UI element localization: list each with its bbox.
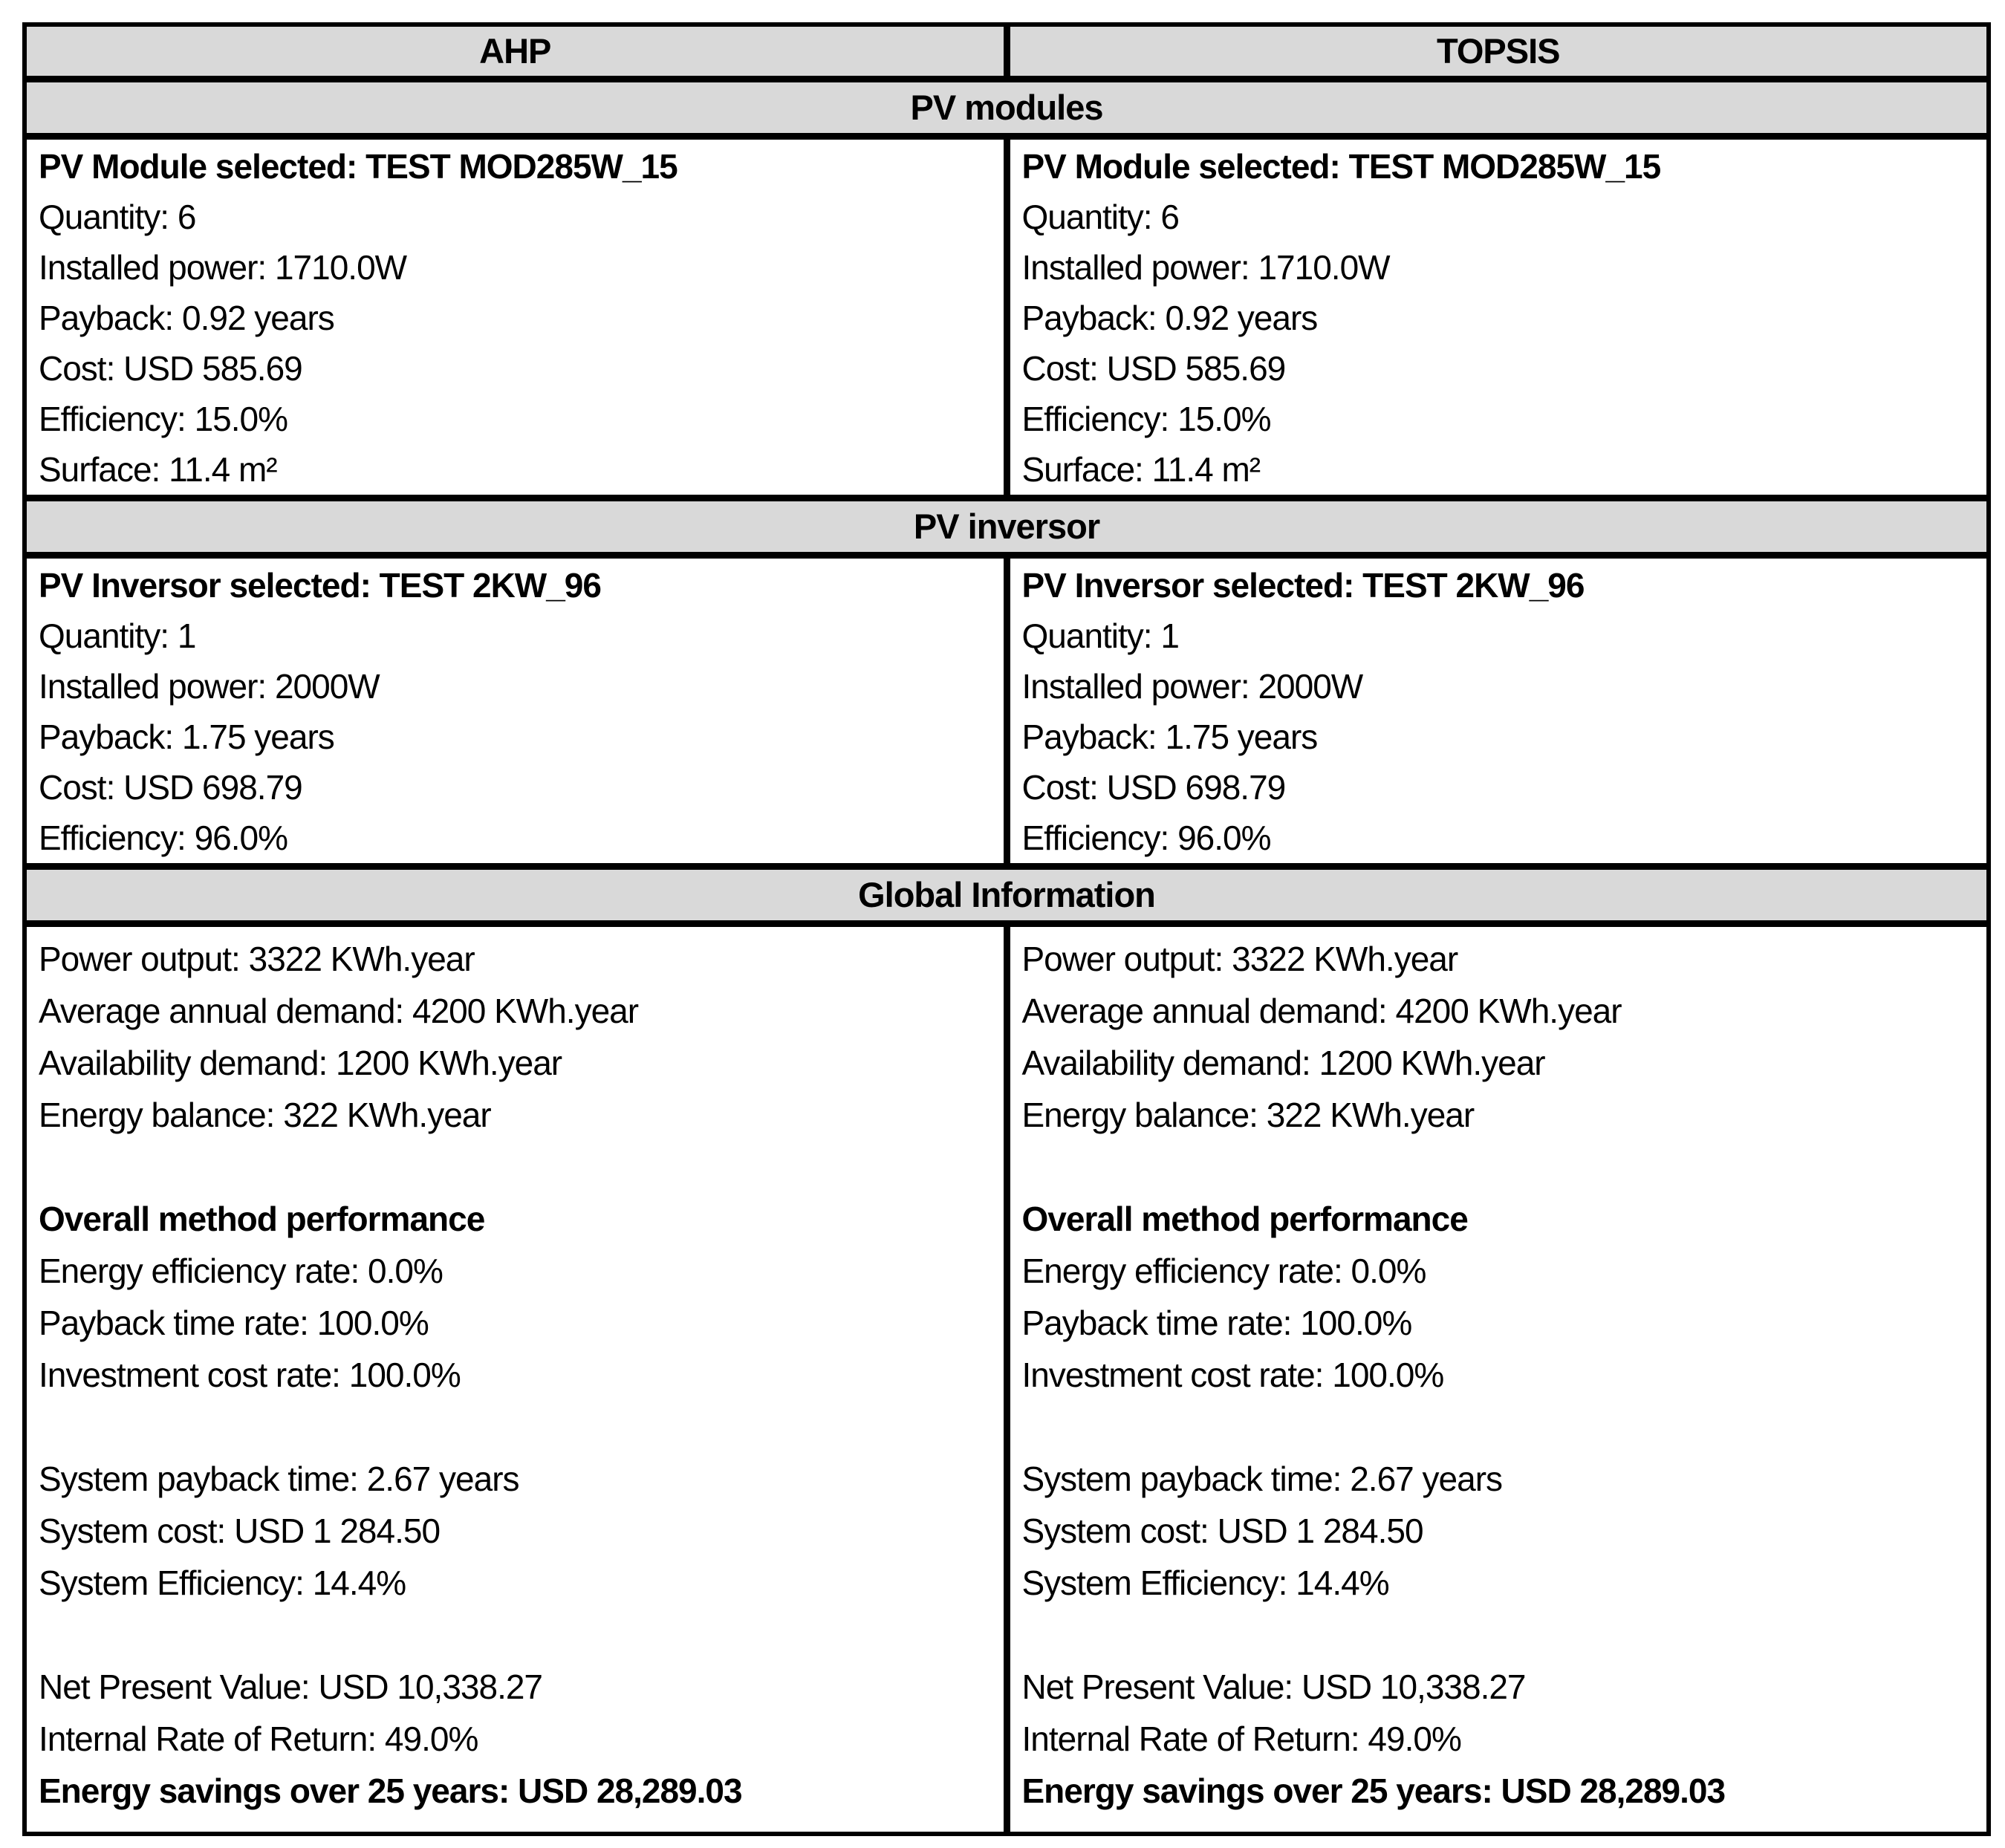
table-line: Installed power: 2000W xyxy=(1021,667,1364,706)
pv-inversor-ahp-cell: PV Inversor selected: TEST 2KW_96 Quanti… xyxy=(27,559,1004,863)
table-line: Quantity: 1 xyxy=(1021,616,1180,655)
pv-modules-row: PV Module selected: TEST MOD285W_15 Quan… xyxy=(27,140,1986,495)
table-line: PV Module selected: TEST MOD285W_15 xyxy=(1021,147,1662,186)
table-line: Installed power: 2000W xyxy=(39,667,380,706)
table-line: Average annual demand: 4200 KWh.year xyxy=(39,992,639,1030)
table-line: Installed power: 1710.0W xyxy=(39,248,407,287)
ahp-topsis-comparison-table: AHP TOPSIS PV modules PV Module selected… xyxy=(22,22,1991,1836)
table-line: Energy savings over 25 years: USD 28,289… xyxy=(39,1771,743,1810)
table-line: System payback time: 2.67 years xyxy=(1021,1460,1504,1498)
global-information-topsis-cell: Power output: 3322 KWh.year Average annu… xyxy=(1010,927,1987,1832)
column-divider xyxy=(1003,140,1010,495)
blank-line xyxy=(1010,1141,1987,1193)
pv-modules-topsis-cell: PV Module selected: TEST MOD285W_15 Quan… xyxy=(1010,140,1986,495)
table-line: Payback: 1.75 years xyxy=(39,718,335,756)
table-line: PV Inversor selected: TEST 2KW_96 xyxy=(1021,566,1585,605)
section-separator xyxy=(27,76,1986,82)
section-header-pv-modules: PV modules xyxy=(27,82,1986,133)
section-separator xyxy=(27,133,1986,140)
table-line: PV Module selected: TEST MOD285W_15 xyxy=(39,147,678,186)
table-line: Payback: 0.92 years xyxy=(39,299,335,337)
column-header-topsis: TOPSIS xyxy=(1010,27,1986,76)
table-line: Efficiency: 15.0% xyxy=(39,400,288,438)
table-line: Quantity: 1 xyxy=(39,616,196,655)
table-line: Payback: 1.75 years xyxy=(1021,718,1319,756)
section-separator xyxy=(27,495,1986,501)
table-line: Surface: 11.4 m² xyxy=(1021,450,1261,489)
table-line: System cost: USD 1 284.50 xyxy=(39,1512,441,1550)
section-separator xyxy=(27,552,1986,559)
blank-line xyxy=(1010,1609,1987,1661)
section-separator xyxy=(27,920,1986,927)
table-line: Overall method performance xyxy=(39,1200,485,1238)
blank-line xyxy=(1010,1401,1987,1453)
table-line: Installed power: 1710.0W xyxy=(1021,248,1391,287)
column-divider xyxy=(1003,27,1010,76)
table-line: Efficiency: 15.0% xyxy=(1021,400,1272,438)
table-line: Internal Rate of Return: 49.0% xyxy=(1021,1720,1462,1758)
column-divider xyxy=(1003,927,1010,1832)
table-line: Cost: USD 698.79 xyxy=(1021,768,1287,807)
table-line: Availability demand: 1200 KWh.year xyxy=(39,1044,562,1082)
section-header-global-information: Global Information xyxy=(27,870,1986,920)
table-line: Internal Rate of Return: 49.0% xyxy=(39,1720,478,1758)
table-line: Average annual demand: 4200 KWh.year xyxy=(1021,992,1622,1030)
table-line: Investment cost rate: 100.0% xyxy=(39,1356,461,1394)
table-line: PV Inversor selected: TEST 2KW_96 xyxy=(39,566,602,605)
table-line: Efficiency: 96.0% xyxy=(39,819,288,857)
pv-inversor-row: PV Inversor selected: TEST 2KW_96 Quanti… xyxy=(27,559,1986,863)
section-header-pv-inversor: PV inversor xyxy=(27,501,1986,552)
blank-line xyxy=(27,1141,1004,1193)
table-line: System payback time: 2.67 years xyxy=(39,1460,520,1498)
blank-line xyxy=(27,1609,1004,1661)
table-line: Efficiency: 96.0% xyxy=(1021,819,1272,857)
table-line: Payback time rate: 100.0% xyxy=(39,1304,429,1342)
table-line: Cost: USD 585.69 xyxy=(39,349,303,388)
pv-inversor-topsis-cell: PV Inversor selected: TEST 2KW_96 Quanti… xyxy=(1010,559,1986,863)
section-separator xyxy=(27,863,1986,870)
table-line: Power output: 3322 KWh.year xyxy=(39,940,475,978)
table-line: System cost: USD 1 284.50 xyxy=(1021,1512,1424,1550)
table-line: Availability demand: 1200 KWh.year xyxy=(1021,1044,1546,1082)
table-line: Investment cost rate: 100.0% xyxy=(1021,1356,1445,1394)
table-line: Surface: 11.4 m² xyxy=(39,450,278,489)
table-line: Payback: 0.92 years xyxy=(1021,299,1319,337)
pv-modules-ahp-cell: PV Module selected: TEST MOD285W_15 Quan… xyxy=(27,140,1004,495)
table-line: Net Present Value: USD 10,338.27 xyxy=(1021,1668,1527,1706)
table-line: System Efficiency: 14.4% xyxy=(39,1564,406,1602)
table-line: Cost: USD 698.79 xyxy=(39,768,303,807)
blank-line xyxy=(27,1401,1004,1453)
table-line: Power output: 3322 KWh.year xyxy=(1021,940,1459,978)
table-line: Cost: USD 585.69 xyxy=(1021,349,1287,388)
table-line: Overall method performance xyxy=(1021,1200,1469,1238)
global-information-row: Power output: 3322 KWh.year Average annu… xyxy=(27,927,1986,1832)
global-information-ahp-cell: Power output: 3322 KWh.year Average annu… xyxy=(27,927,1004,1832)
table-line: Energy efficiency rate: 0.0% xyxy=(1021,1252,1427,1290)
column-divider xyxy=(1003,559,1010,863)
table-line: Energy balance: 322 KWh.year xyxy=(1021,1096,1475,1134)
table-line: Quantity: 6 xyxy=(39,198,196,236)
table-line: Quantity: 6 xyxy=(1021,198,1180,236)
table-line: Energy savings over 25 years: USD 28,289… xyxy=(1021,1771,1726,1810)
table-line: Energy balance: 322 KWh.year xyxy=(39,1096,492,1134)
table-line: Net Present Value: USD 10,338.27 xyxy=(39,1668,543,1706)
table-line: Energy efficiency rate: 0.0% xyxy=(39,1252,443,1290)
column-header-ahp: AHP xyxy=(27,27,1004,76)
table-line: System Efficiency: 14.4% xyxy=(1021,1564,1390,1602)
table-line: Payback time rate: 100.0% xyxy=(1021,1304,1413,1342)
method-header-row: AHP TOPSIS xyxy=(27,27,1986,76)
